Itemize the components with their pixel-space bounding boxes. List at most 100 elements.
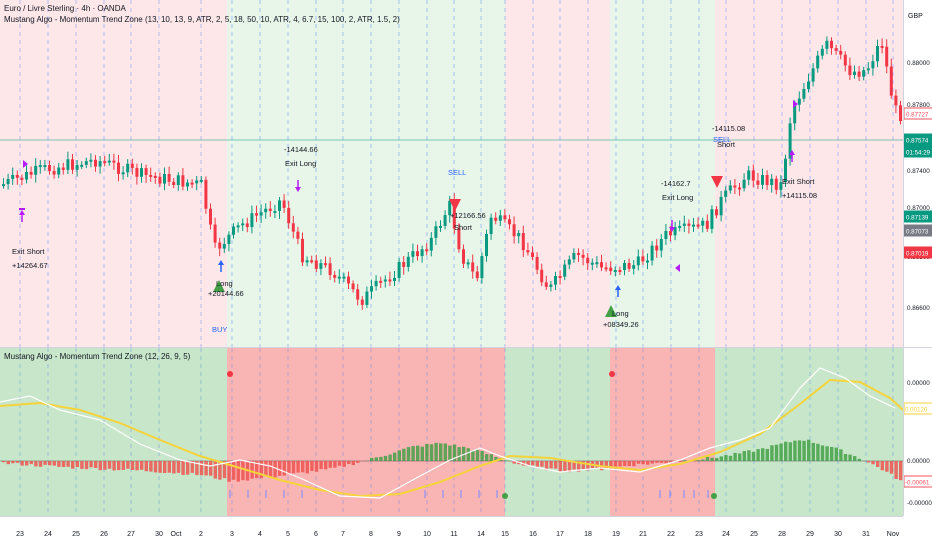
- oscillator-canvas[interactable]: [0, 348, 903, 516]
- candle-body: [30, 172, 33, 175]
- histogram-bar: [683, 460, 686, 461]
- indicator-legend[interactable]: Mustang Algo - Momentum Trend Zone (13, …: [4, 15, 400, 25]
- price-chart-canvas[interactable]: Exit Short+14264.67Long+20144.66BUY-1414…: [0, 0, 903, 347]
- histogram-bar: [301, 461, 304, 472]
- candle-body: [99, 161, 102, 166]
- candle-body: [572, 253, 575, 259]
- histogram-bar: [812, 443, 815, 461]
- candle-body: [839, 51, 842, 55]
- histogram-bar: [48, 461, 51, 465]
- time-label: 25: [72, 531, 80, 538]
- histogram-bar: [701, 460, 704, 461]
- candle-body: [595, 262, 598, 264]
- chart-annotation: -14144.66: [284, 145, 318, 154]
- histogram-bar: [140, 461, 143, 470]
- candle-body: [485, 234, 488, 256]
- time-label: 10: [423, 531, 431, 538]
- histogram-bar: [163, 461, 166, 473]
- histogram-bar: [710, 458, 713, 461]
- dot-icon: [711, 493, 717, 499]
- histogram-bar: [177, 461, 180, 473]
- histogram-bar: [411, 446, 414, 461]
- candle-body: [135, 168, 138, 177]
- candle-body: [324, 263, 327, 265]
- histogram-bar: [283, 461, 286, 476]
- candle-body: [761, 175, 764, 185]
- histogram-bar: [250, 461, 253, 479]
- histogram-bar: [637, 461, 640, 464]
- histogram-bar: [25, 461, 28, 466]
- candle-body: [775, 179, 778, 190]
- histogram-bar: [724, 455, 727, 461]
- price-tick: 0.86600: [907, 305, 930, 312]
- histogram-bar: [563, 461, 566, 472]
- histogram-bar: [890, 461, 893, 474]
- price-tick: 0.87400: [907, 168, 930, 175]
- candle-body: [232, 227, 235, 235]
- histogram-bar: [338, 461, 341, 466]
- oscillator-legend[interactable]: Mustang Algo - Momentum Trend Zone (12, …: [4, 352, 190, 362]
- histogram-bar: [333, 461, 336, 468]
- candle-body: [729, 185, 732, 190]
- histogram-bar: [347, 461, 350, 464]
- candle-body: [140, 168, 143, 177]
- histogram-bar: [853, 456, 856, 461]
- time-label: 22: [667, 531, 675, 538]
- candle-body: [250, 213, 253, 227]
- histogram-bar: [793, 441, 796, 461]
- candle-body: [306, 260, 309, 262]
- candle-body: [494, 218, 497, 221]
- candle-body: [53, 171, 56, 175]
- oscillator-pane[interactable]: Mustang Algo - Momentum Trend Zone (12, …: [0, 348, 903, 516]
- axis-currency: GBP: [908, 13, 923, 20]
- chart-annotation: -14115.08: [712, 124, 745, 133]
- candle-body: [122, 172, 125, 174]
- chart-annotation: Exit Short: [782, 177, 815, 186]
- histogram-bar: [379, 457, 382, 461]
- histogram-bar: [324, 461, 327, 469]
- chart-annotation: Long: [612, 309, 629, 318]
- candle-body: [7, 179, 10, 184]
- chart-annotation: Long: [216, 279, 233, 288]
- time-label: 9: [397, 531, 401, 538]
- chart-annotation: +20144.66: [208, 289, 244, 298]
- time-label: 18: [584, 531, 592, 538]
- time-label: 27: [127, 531, 135, 538]
- histogram-bar: [126, 461, 129, 469]
- symbol-title[interactable]: Euro / Livre Sterling · 4h · OANDA: [4, 4, 126, 14]
- histogram-bar: [421, 447, 424, 461]
- candle-body: [103, 161, 106, 163]
- candle-body: [821, 49, 824, 56]
- candle-body: [743, 180, 746, 189]
- histogram-bar: [628, 461, 631, 466]
- price-axis[interactable]: GBP0.880000.878000.874000.870000.868000.…: [903, 0, 932, 347]
- candle-body: [421, 249, 424, 256]
- histogram-bar: [559, 461, 562, 472]
- histogram-bar: [158, 461, 161, 473]
- candle-body: [108, 161, 111, 163]
- time-label: 21: [639, 531, 647, 538]
- histogram-bar: [531, 461, 534, 465]
- candle-body: [508, 219, 511, 224]
- candle-body: [471, 262, 474, 271]
- candle-body: [683, 224, 686, 226]
- candle-body: [375, 281, 378, 286]
- candle-body: [678, 226, 681, 228]
- candle-body: [200, 180, 203, 182]
- histogram-bar: [444, 444, 447, 461]
- candle-body: [738, 187, 741, 189]
- candle-body: [16, 175, 19, 178]
- candle-body: [71, 159, 74, 169]
- histogram-bar: [214, 461, 217, 479]
- histogram-bar: [278, 461, 281, 476]
- histogram-bar: [99, 461, 102, 470]
- histogram-bar: [775, 445, 778, 461]
- candle-body: [85, 161, 88, 165]
- candle-body: [94, 160, 97, 167]
- candle-body: [172, 182, 175, 185]
- histogram-bar: [145, 461, 148, 471]
